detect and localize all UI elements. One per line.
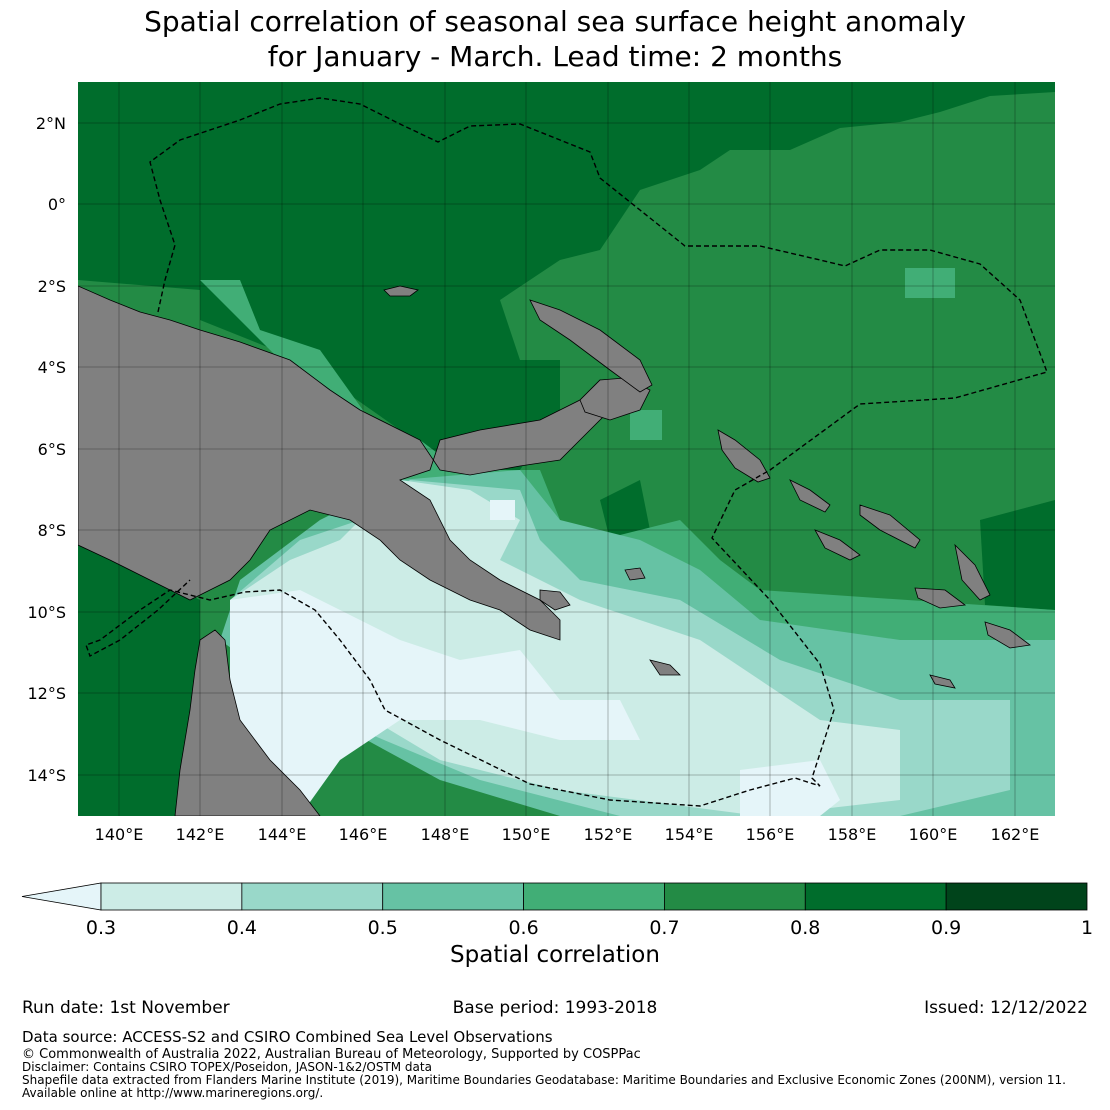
lat-tick-label: 8°S [38,521,66,540]
bougainville-land [717,429,771,483]
lon-tick-label: 150°E [502,825,551,844]
colorbar-tick-label: 0.9 [931,917,961,939]
colorbar-box [100,882,243,911]
lon-tick-label: 156°E [746,825,795,844]
cape-york-land [174,629,321,816]
colorbar-box [241,882,384,911]
lon-tick-label: 142°E [176,825,225,844]
available-online: Available online at http://www.marinereg… [22,1086,324,1100]
field-lowest-east [740,760,840,816]
colorbar-tick-label: 0.8 [790,917,820,939]
copyright: © Commonwealth of Australia 2022, Austra… [22,1047,641,1062]
solomon-4-land [954,543,991,601]
lat-tick-label: 6°S [38,440,66,459]
data-source: Data source: ACCESS-S2 and CSIRO Combine… [22,1028,553,1046]
lat-tick-labels: 2°N 0° 2°S 4°S 6°S 8°S 10°S 12°S 14°S [27,114,66,785]
field-high-east [980,500,1055,610]
field-high-mid [600,480,650,540]
colorbar-tick-label: 0.4 [227,917,257,939]
title-line-1: Spatial correlation of seasonal sea surf… [144,5,966,38]
makira-land [984,621,1032,649]
new-ireland-land [529,299,653,393]
lat-tick-label: 14°S [27,766,66,785]
colorbar-tick-label: 1 [1081,917,1093,939]
map-title: Spatial correlation of seasonal sea surf… [0,4,1110,74]
eez-boundary [85,97,1048,807]
solomon-2-land [859,504,921,549]
manus-land [383,285,419,297]
field-mid-mid [630,410,662,440]
solomon-1-land [789,479,831,513]
base-period: Base period: 1993-2018 [452,998,658,1018]
lon-gridlines [118,82,1016,816]
run-date: Run date: 1st November [22,998,230,1018]
colorbar-box [664,882,806,911]
colorbar-tick-label: 0.7 [649,917,679,939]
lon-tick-label: 152°E [584,825,633,844]
lat-tick-label: 10°S [27,603,66,622]
title-line-2: for January - March. Lead time: 2 months [267,40,843,73]
fergusson-land [624,567,646,581]
lat-tick-label: 4°S [38,358,66,377]
lon-tick-label: 144°E [258,825,307,844]
lat-tick-label: 2°N [36,114,66,133]
colorbar-box [382,882,524,911]
correlation-map: 2°N 0° 2°S 4°S 6°S 8°S 10°S 12°S 14°S 14… [27,82,1055,844]
colorbar-tick-label: 0.6 [508,917,538,939]
colorbar-box [523,882,665,911]
colorbar: 0.3 0.4 0.5 0.6 0.7 0.8 0.9 1 [21,882,1093,939]
colorbar-box [945,882,1088,911]
field-high-southwest [78,540,200,816]
lon-tick-label: 158°E [828,825,877,844]
lon-tick-label: 162°E [991,825,1040,844]
colorbar-tick-label: 0.3 [86,917,116,939]
colorbar-box [804,882,947,911]
disclaimer: Disclaimer: Contains CSIRO TOPEX/Poseido… [22,1060,432,1074]
lat-tick-label: 0° [48,195,66,214]
colorbar-tick-labels: 0.3 0.4 0.5 0.6 0.7 0.8 0.9 1 [86,917,1093,939]
colorbar-tick-label: 0.5 [368,917,398,939]
new-britain-land [579,377,651,421]
lon-tick-labels: 140°E 142°E 144°E 146°E 148°E 150°E 152°… [95,825,1040,844]
field-lower [230,480,900,816]
field-lowest-gulf [490,500,515,520]
lon-tick-label: 148°E [421,825,470,844]
louisiade-land [649,659,681,676]
colorbar-boxes [21,882,1088,911]
lon-tick-label: 160°E [909,825,958,844]
field-lowest [230,590,640,816]
lat-gridlines [78,122,1055,776]
lon-tick-label: 154°E [665,825,714,844]
shapefile-credit: Shapefile data extracted from Flanders M… [22,1073,1066,1087]
issued-date: Issued: 12/12/2022 [924,998,1088,1018]
trobriand-land [539,589,571,611]
lon-tick-label: 140°E [95,825,144,844]
lon-tick-label: 146°E [339,825,388,844]
field-mid-north [905,268,955,298]
lat-tick-label: 12°S [27,684,66,703]
rennell-land [929,674,956,689]
solomon-5-land [914,587,967,609]
new-guinea-land [78,285,611,641]
colorbar-extend-min [21,882,102,911]
solomon-3-land [814,529,861,561]
lat-tick-label: 2°S [38,277,66,296]
colorbar-label: Spatial correlation [450,942,660,968]
